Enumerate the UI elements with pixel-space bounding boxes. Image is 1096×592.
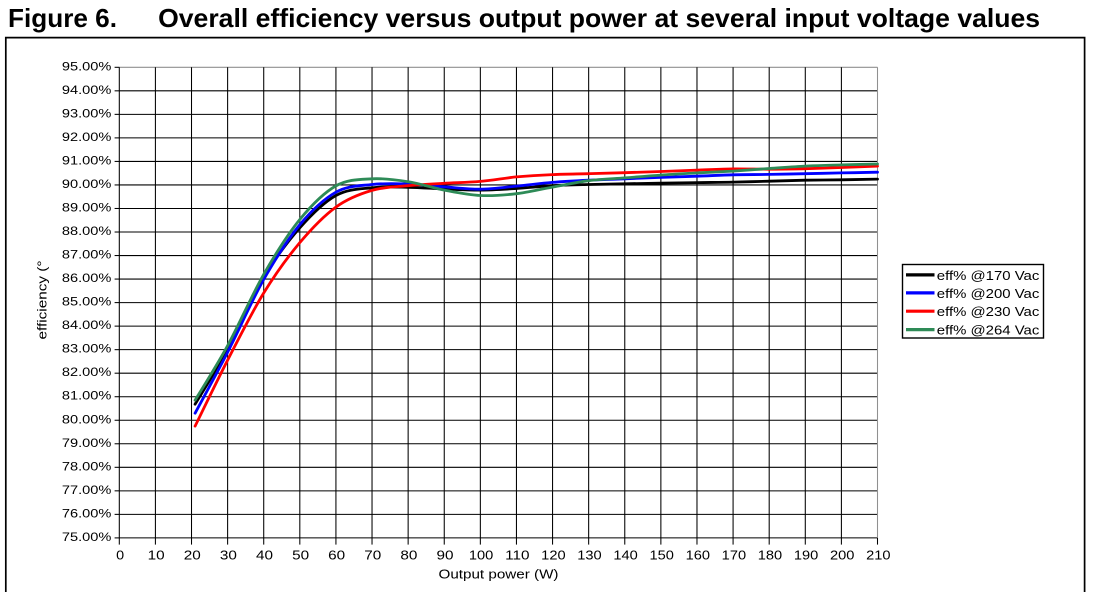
svg-text:110: 110 xyxy=(505,548,529,563)
svg-text:eff% @200 Vac: eff% @200 Vac xyxy=(937,287,1040,301)
svg-text:90: 90 xyxy=(437,548,454,563)
svg-text:40: 40 xyxy=(256,548,273,563)
svg-text:10: 10 xyxy=(148,548,165,563)
svg-text:88.00%: 88.00% xyxy=(62,226,112,238)
svg-text:20: 20 xyxy=(184,548,201,563)
svg-text:92.00%: 92.00% xyxy=(62,132,112,144)
svg-text:140: 140 xyxy=(613,548,637,563)
svg-text:95.00%: 95.00% xyxy=(62,61,112,73)
svg-text:76.00%: 76.00% xyxy=(62,508,112,520)
svg-text:130: 130 xyxy=(577,548,601,563)
svg-text:150: 150 xyxy=(650,548,674,563)
svg-text:83.00%: 83.00% xyxy=(62,344,112,356)
svg-text:160: 160 xyxy=(686,548,710,563)
svg-text:120: 120 xyxy=(541,548,565,563)
svg-text:60: 60 xyxy=(328,548,345,563)
svg-text:Figure 6.: Figure 6. xyxy=(8,3,117,33)
svg-text:50: 50 xyxy=(292,548,309,563)
svg-text:79.00%: 79.00% xyxy=(62,438,112,450)
svg-text:86.00%: 86.00% xyxy=(62,273,112,285)
svg-text:90.00%: 90.00% xyxy=(62,179,112,191)
svg-text:eff% @170 Vac: eff% @170 Vac xyxy=(937,269,1040,283)
svg-text:82.00%: 82.00% xyxy=(62,367,112,379)
svg-text:0: 0 xyxy=(116,548,124,563)
svg-text:81.00%: 81.00% xyxy=(62,391,112,403)
svg-text:80: 80 xyxy=(400,548,417,563)
svg-text:210: 210 xyxy=(866,548,890,563)
svg-text:84.00%: 84.00% xyxy=(62,320,112,332)
svg-text:Overall efficiency versus outp: Overall efficiency versus output power a… xyxy=(158,3,1040,33)
svg-text:87.00%: 87.00% xyxy=(62,250,112,262)
svg-text:80.00%: 80.00% xyxy=(62,414,112,426)
svg-text:77.00%: 77.00% xyxy=(62,485,112,497)
svg-text:30: 30 xyxy=(220,548,237,563)
svg-text:85.00%: 85.00% xyxy=(62,297,112,309)
svg-text:100: 100 xyxy=(469,548,493,563)
svg-text:89.00%: 89.00% xyxy=(62,203,112,215)
svg-text:78.00%: 78.00% xyxy=(62,461,112,473)
svg-text:93.00%: 93.00% xyxy=(62,108,112,120)
svg-text:eff% @264 Vac: eff% @264 Vac xyxy=(937,324,1040,338)
svg-text:eff% @230 Vac: eff% @230 Vac xyxy=(937,305,1040,319)
svg-text:75.00%: 75.00% xyxy=(62,532,112,544)
svg-text:91.00%: 91.00% xyxy=(62,155,112,167)
svg-text:170: 170 xyxy=(722,548,746,563)
svg-text:70: 70 xyxy=(364,548,381,563)
svg-text:efficiency (°: efficiency (° xyxy=(36,261,50,340)
svg-text:200: 200 xyxy=(830,548,854,563)
svg-text:180: 180 xyxy=(758,548,782,563)
svg-text:94.00%: 94.00% xyxy=(62,85,112,97)
svg-text:190: 190 xyxy=(794,548,818,563)
svg-text:Output power (W): Output power (W) xyxy=(439,567,559,582)
